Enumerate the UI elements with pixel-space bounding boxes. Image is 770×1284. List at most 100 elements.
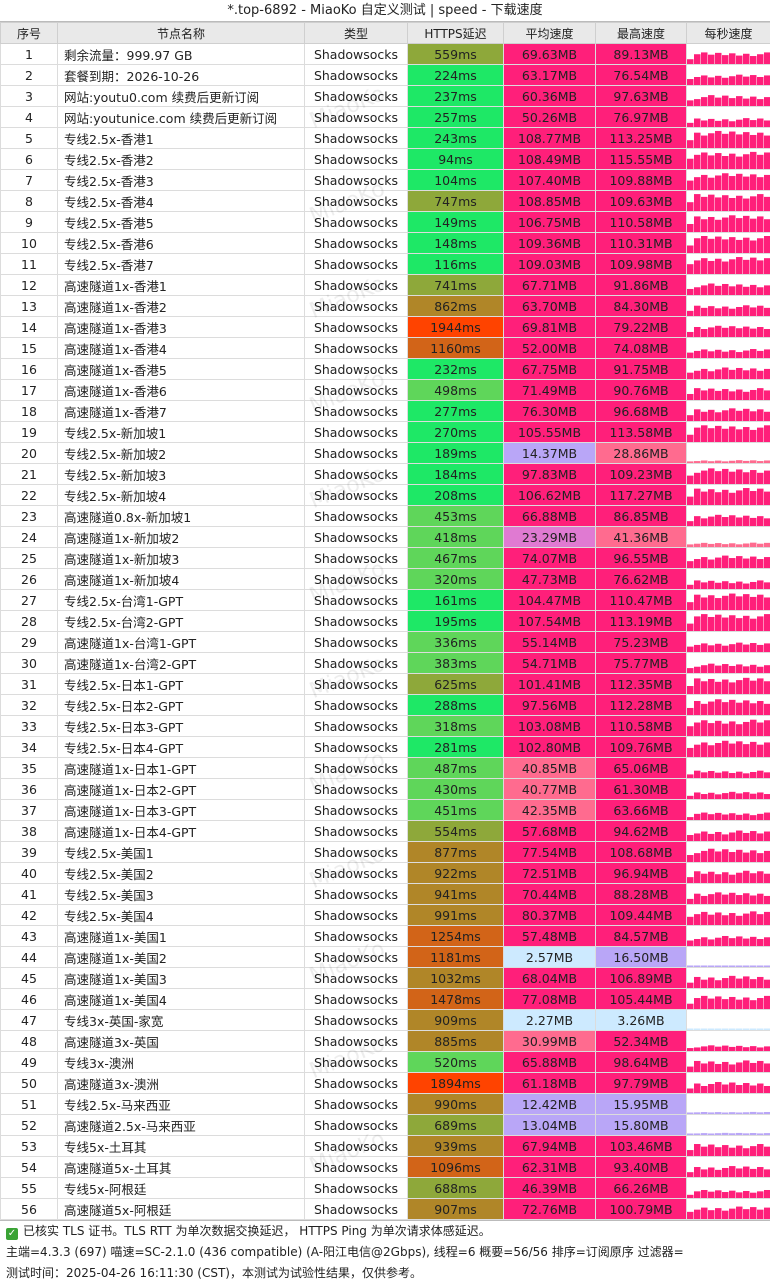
sparkline-bar: [687, 245, 694, 253]
row-latency: 288ms: [408, 695, 504, 716]
sparkline-bar: [687, 561, 694, 568]
sparkline-bar: [757, 792, 764, 799]
row-max-speed: 76.62MB: [596, 569, 687, 590]
row-type: Shadowsocks: [305, 485, 408, 506]
sparkline-bar: [757, 966, 764, 968]
sparkline-bar: [708, 915, 715, 925]
row-max-speed: 3.26MB: [596, 1010, 687, 1031]
sparkline-bar: [729, 154, 736, 169]
sparkline-bar: [722, 1145, 729, 1156]
row-latency: 1478ms: [408, 989, 504, 1010]
sparkline-bar: [687, 100, 694, 106]
sparkline-bar: [687, 1113, 694, 1115]
row-max-speed: 97.63MB: [596, 86, 687, 107]
col-index-header[interactable]: 序号: [1, 23, 58, 44]
col-per-second-header[interactable]: 每秒速度: [687, 23, 770, 44]
row-type: Shadowsocks: [305, 1010, 408, 1031]
sparkline-bar: [736, 895, 743, 904]
col-latency-header[interactable]: HTTPS延迟: [408, 23, 504, 44]
sparkline-bar: [764, 258, 770, 274]
sparkline-bar: [701, 720, 708, 736]
sparkline-bar: [722, 284, 729, 295]
sparkline-bar: [750, 703, 757, 715]
row-index: 46: [1, 989, 58, 1010]
sparkline-bar: [694, 238, 701, 253]
row-max-speed: 15.80MB: [596, 1115, 687, 1136]
row-max-speed: 16.50MB: [596, 947, 687, 968]
col-avg-speed-header[interactable]: 平均速度: [504, 23, 596, 44]
sparkline-bar: [750, 460, 757, 463]
col-name-header[interactable]: 节点名称: [58, 23, 305, 44]
sparkline-bar: [729, 1029, 736, 1031]
sparkline-bar: [694, 894, 701, 904]
col-max-speed-header[interactable]: 最高速度: [596, 23, 687, 44]
sparkline-bar: [743, 645, 750, 652]
sparkline-bar: [764, 460, 770, 463]
col-type-header[interactable]: 类型: [305, 23, 408, 44]
row-max-speed: 109.98MB: [596, 254, 687, 275]
sparkline-bar: [722, 1192, 729, 1198]
row-latency: 877ms: [408, 842, 504, 863]
sparkline-bar: [750, 815, 757, 820]
sparkline-bar: [722, 936, 729, 946]
sparkline-bar: [764, 1086, 770, 1093]
sparkline-bar: [729, 259, 736, 274]
